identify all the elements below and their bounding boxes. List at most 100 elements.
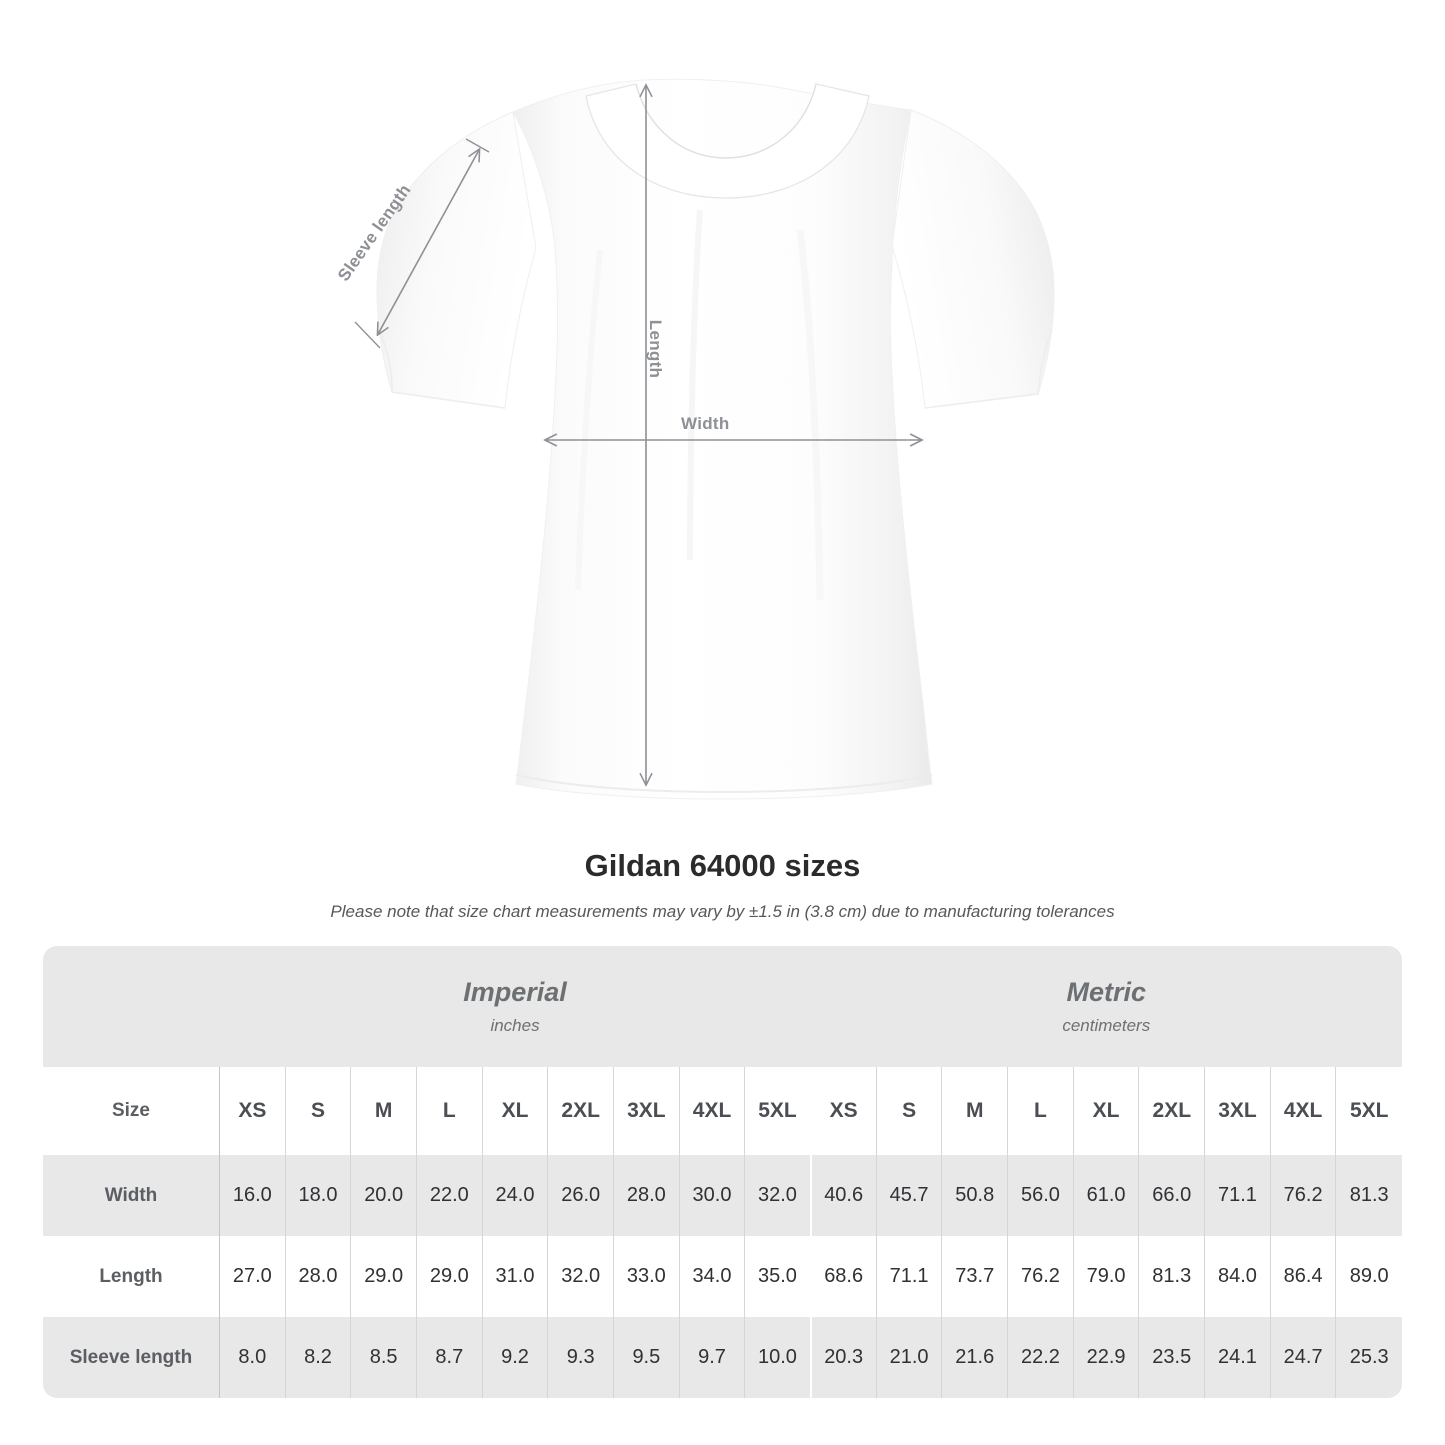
table-row: Width 16.0 18.0 20.0 22.0 24.0 26.0 28.0… [43,1155,1402,1236]
cell-width-imperial-5xl: 32.0 [744,1155,811,1236]
size-header-metric-3xl: 3XL [1204,1067,1271,1155]
cell-length-metric-s: 71.1 [875,1236,942,1317]
cell-sleeve-metric-5xl: 25.3 [1335,1317,1402,1398]
cell-length-imperial-m: 29.0 [350,1236,417,1317]
cell-length-metric-xl: 79.0 [1072,1236,1139,1317]
cell-sleeve-imperial-xl: 9.2 [481,1317,548,1398]
row-label-width: Width [43,1155,220,1236]
tshirt-graphic [354,78,1055,800]
cell-sleeve-imperial-2xl: 9.3 [547,1317,614,1398]
cell-length-metric-4xl: 86.4 [1269,1236,1336,1317]
cell-width-metric-m: 50.8 [941,1155,1008,1236]
cell-length-metric-l: 76.2 [1007,1236,1074,1317]
cell-length-imperial-3xl: 33.0 [613,1236,680,1317]
cell-length-imperial-xs: 27.0 [218,1236,286,1317]
size-header-imperial-2xl: 2XL [547,1067,614,1155]
cell-sleeve-imperial-5xl: 10.0 [744,1317,811,1398]
sleeve-length-dimension-arrow [354,138,490,349]
size-header-imperial-m: M [350,1067,417,1155]
unit-spacer-cell [43,946,220,1067]
title-block: Gildan 64000 sizes Please note that size… [0,847,1445,923]
unit-group-imperial-name: Imperial [463,976,567,1007]
size-header-imperial-xl: XL [481,1067,548,1155]
column-header-size: Size [43,1067,220,1155]
cell-sleeve-metric-2xl: 23.5 [1138,1317,1205,1398]
row-label-sleeve-length: Sleeve length [43,1317,220,1398]
cell-length-metric-m: 73.7 [941,1236,1008,1317]
size-table: Imperial inches Metric centimeters Size … [43,946,1402,1398]
cell-width-metric-3xl: 71.1 [1204,1155,1271,1236]
cell-sleeve-imperial-l: 8.7 [416,1317,483,1398]
cell-width-imperial-xs: 16.0 [218,1155,286,1236]
unit-group-metric-sub: centimeters [1062,1015,1151,1035]
tshirt-body-shape [376,78,1055,800]
cell-sleeve-imperial-3xl: 9.5 [613,1317,680,1398]
cell-width-metric-xl: 61.0 [1072,1155,1139,1236]
cell-width-imperial-m: 20.0 [350,1155,417,1236]
tolerance-note: Please note that size chart measurements… [330,902,1115,922]
cell-sleeve-metric-m: 21.6 [941,1317,1008,1398]
unit-group-imperial: Imperial inches [219,946,811,1067]
width-label: Width [681,414,730,433]
size-header-metric-xl: XL [1072,1067,1139,1155]
size-header-metric-5xl: 5XL [1335,1067,1402,1155]
cell-sleeve-metric-xl: 22.9 [1072,1317,1139,1398]
size-header-metric-xs: XS [809,1067,877,1155]
size-header-imperial-3xl: 3XL [613,1067,680,1155]
cell-sleeve-imperial-m: 8.5 [350,1317,417,1398]
unit-group-metric: Metric centimeters [810,946,1402,1067]
cell-length-metric-xs: 68.6 [809,1236,877,1317]
size-table-container: Imperial inches Metric centimeters Size … [43,946,1402,1398]
cell-length-imperial-5xl: 35.0 [744,1236,811,1317]
cell-width-metric-s: 45.7 [875,1155,942,1236]
size-header-metric-l: L [1007,1067,1074,1155]
cell-width-metric-4xl: 76.2 [1269,1155,1336,1236]
table-row: Length 27.0 28.0 29.0 29.0 31.0 32.0 33.… [43,1236,1402,1317]
size-header-imperial-xs: XS [218,1067,286,1155]
unit-group-imperial-sub: inches [490,1015,540,1035]
size-header-metric-m: M [941,1067,1008,1155]
cell-sleeve-imperial-s: 8.2 [284,1317,351,1398]
size-header-imperial-s: S [284,1067,351,1155]
cell-sleeve-metric-s: 21.0 [875,1317,942,1398]
cell-width-metric-5xl: 81.3 [1335,1155,1402,1236]
cell-sleeve-metric-3xl: 24.1 [1204,1317,1271,1398]
size-header-row: Size XS S M L XL 2XL 3XL 4XL 5XL XS S M … [43,1067,1402,1155]
cell-sleeve-metric-4xl: 24.7 [1269,1317,1336,1398]
tshirt-illustration: Sleeve length Length Width [334,78,1055,800]
length-label: Length [646,319,666,379]
cell-length-metric-5xl: 89.0 [1335,1236,1402,1317]
cell-width-imperial-3xl: 28.0 [613,1155,680,1236]
cell-length-imperial-s: 28.0 [284,1236,351,1317]
cell-width-metric-l: 56.0 [1007,1155,1074,1236]
page-title: Gildan 64000 sizes [584,848,861,883]
cell-width-imperial-4xl: 30.0 [678,1155,745,1236]
cell-width-imperial-l: 22.0 [416,1155,483,1236]
cell-length-imperial-xl: 31.0 [481,1236,548,1317]
cell-sleeve-imperial-4xl: 9.7 [678,1317,745,1398]
cell-width-metric-2xl: 66.0 [1138,1155,1205,1236]
size-header-imperial-l: L [416,1067,483,1155]
size-header-imperial-4xl: 4XL [678,1067,745,1155]
cell-width-imperial-s: 18.0 [284,1155,351,1236]
cell-sleeve-metric-xs: 20.3 [809,1317,877,1398]
cell-sleeve-metric-l: 22.2 [1007,1317,1074,1398]
cell-length-metric-3xl: 84.0 [1204,1236,1271,1317]
unit-group-metric-name: Metric [1066,976,1147,1007]
table-row: Sleeve length 8.0 8.2 8.5 8.7 9.2 9.3 9.… [43,1317,1402,1398]
row-label-length: Length [43,1236,220,1317]
cell-length-metric-2xl: 81.3 [1138,1236,1205,1317]
cell-length-imperial-4xl: 34.0 [678,1236,745,1317]
unit-group-row: Imperial inches Metric centimeters [43,946,1402,1067]
cell-width-imperial-xl: 24.0 [481,1155,548,1236]
size-header-metric-s: S [875,1067,942,1155]
cell-width-imperial-2xl: 26.0 [547,1155,614,1236]
cell-sleeve-imperial-xs: 8.0 [218,1317,286,1398]
size-header-imperial-5xl: 5XL [744,1067,811,1155]
size-header-metric-4xl: 4XL [1269,1067,1336,1155]
cell-width-metric-xs: 40.6 [809,1155,877,1236]
cell-length-imperial-l: 29.0 [416,1236,483,1317]
size-header-metric-2xl: 2XL [1138,1067,1205,1155]
cell-length-imperial-2xl: 32.0 [547,1236,614,1317]
